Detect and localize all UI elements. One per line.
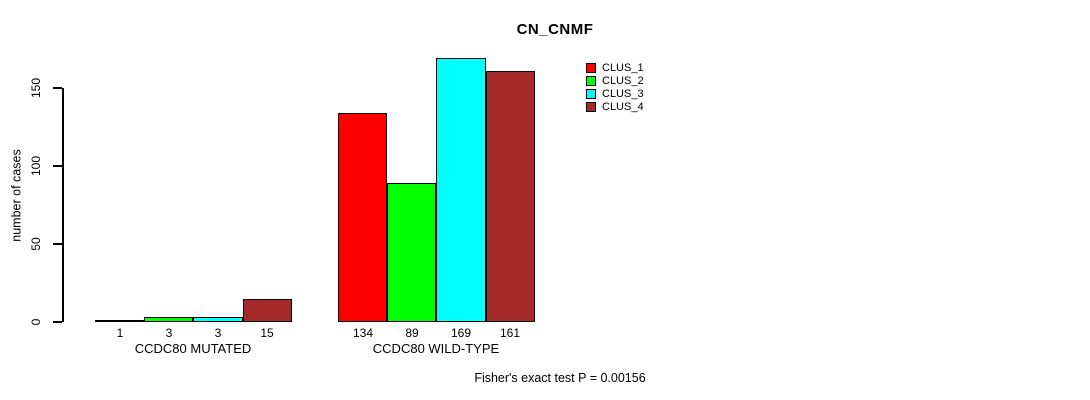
bar-CLUS_4-group2 [486, 70, 535, 322]
legend-label: CLUS_1 [602, 62, 644, 75]
bar-CLUS_2-group2 [387, 183, 436, 322]
legend-entry-CLUS_4: CLUS_4 [586, 101, 644, 114]
y-tick-label: 50 [29, 237, 43, 251]
x-group-label: CCDC80 MUTATED [134, 341, 252, 356]
bar-CLUS_1-group1 [95, 320, 144, 323]
bar-value-label: 3 [165, 326, 173, 340]
y-tick [53, 243, 62, 245]
legend: CLUS_1 CLUS_2 CLUS_3 CLUS_4 [586, 62, 644, 114]
legend-label: CLUS_3 [602, 88, 644, 101]
bar-value-label: 1 [116, 326, 124, 340]
y-axis-line [62, 88, 64, 322]
bar-value-label: 3 [214, 326, 222, 340]
legend-swatch-icon [586, 89, 596, 100]
legend-swatch-icon [586, 76, 596, 87]
y-tick-label: 100 [29, 155, 43, 177]
bar-CLUS_3-group1 [193, 317, 243, 322]
legend-swatch-icon [586, 102, 596, 113]
y-tick [53, 87, 62, 89]
bar-value-label: 134 [352, 326, 374, 340]
bar-CLUS_4-group1 [243, 298, 292, 322]
legend-entry-CLUS_3: CLUS_3 [586, 88, 644, 101]
legend-label: CLUS_4 [602, 101, 644, 114]
bar-value-label: 89 [405, 326, 419, 340]
y-tick [53, 321, 62, 323]
bar-CLUS_3-group2 [436, 58, 486, 322]
bar-value-label: 161 [499, 326, 521, 340]
y-axis-label: number of cases [9, 149, 24, 242]
legend-swatch-icon [586, 63, 596, 74]
y-tick-label: 150 [29, 77, 43, 99]
chart-title: CN_CNMF [516, 21, 594, 38]
bar-value-label: 169 [450, 326, 472, 340]
legend-label: CLUS_2 [602, 75, 644, 88]
y-tick [53, 165, 62, 167]
bar-value-label: 15 [260, 326, 274, 340]
legend-entry-CLUS_1: CLUS_1 [586, 62, 644, 75]
x-group-label: CCDC80 WILD-TYPE [372, 341, 500, 356]
bar-CLUS_2-group1 [144, 317, 193, 322]
legend-entry-CLUS_2: CLUS_2 [586, 75, 644, 88]
footnote-fisher-test: Fisher's exact test P = 0.00156 [474, 371, 646, 385]
bar-CLUS_1-group2 [338, 112, 387, 322]
y-tick-label: 0 [29, 318, 43, 326]
